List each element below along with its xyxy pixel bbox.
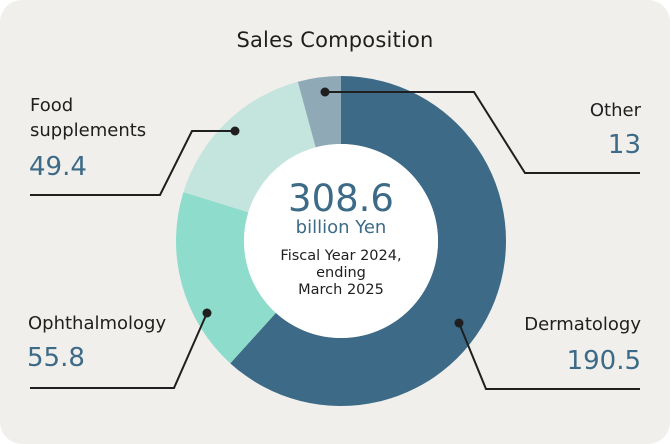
label-other: Other bbox=[589, 100, 641, 121]
total-unit: billion Yen bbox=[295, 216, 387, 238]
leader-dot-dermatology bbox=[454, 318, 464, 328]
value-dermatology: 190.5 bbox=[566, 346, 641, 376]
label-food-supplements-line1: Food bbox=[30, 95, 74, 116]
leader-line-other bbox=[325, 91, 640, 174]
slice-food-supplements bbox=[183, 81, 316, 213]
value-food-supplements: 49.4 bbox=[29, 152, 87, 182]
period-line-3: March 2025 bbox=[298, 281, 384, 298]
label-ophthalmology: Ophthalmology bbox=[28, 313, 167, 334]
donut-hole bbox=[244, 144, 438, 338]
slice-other bbox=[297, 76, 341, 148]
value-other: 13 bbox=[607, 130, 641, 160]
leader-dot-food bbox=[230, 126, 240, 136]
chart-title: Sales Composition bbox=[236, 28, 434, 52]
slice-ophthalmology bbox=[175, 192, 276, 364]
label-dermatology: Dermatology bbox=[524, 314, 641, 335]
donut-center-summary: 308.6 billion Yen Fiscal Year 2024, endi… bbox=[244, 144, 438, 338]
leader-dot-other bbox=[320, 87, 330, 97]
label-food-supplements-line2: supplements bbox=[30, 120, 147, 141]
slice-dermatology bbox=[230, 76, 507, 407]
period-line-2: ending bbox=[316, 264, 366, 281]
total-value: 308.6 bbox=[288, 176, 394, 220]
leader-line-food bbox=[30, 130, 235, 196]
donut-slices bbox=[175, 76, 507, 407]
leader-dot-ophthalmology bbox=[202, 308, 212, 318]
leader-dots bbox=[202, 87, 464, 328]
leader-line-ophthalmology bbox=[30, 312, 208, 389]
leader-lines bbox=[30, 91, 640, 390]
value-ophthalmology: 55.8 bbox=[27, 343, 85, 373]
leader-line-dermatology bbox=[458, 322, 640, 390]
period-line-1: Fiscal Year 2024, bbox=[280, 247, 402, 264]
